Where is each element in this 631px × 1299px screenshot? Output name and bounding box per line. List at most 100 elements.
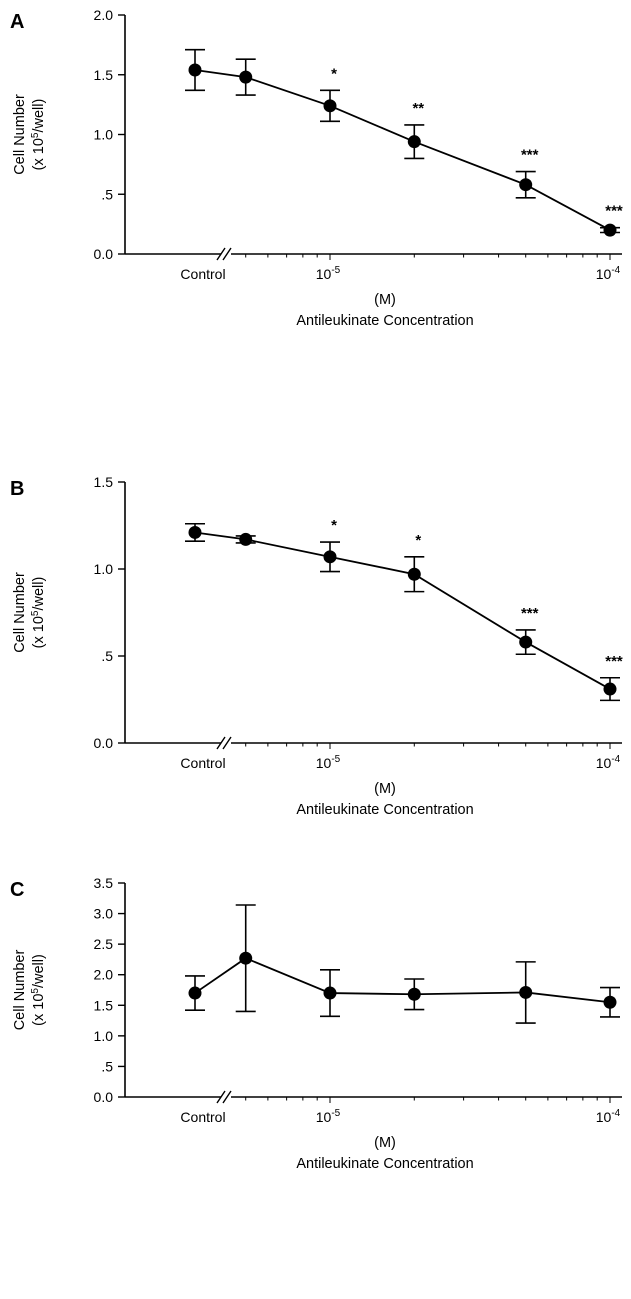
y-axis-label-line1: Cell Number — [12, 94, 28, 175]
significance-label: *** — [605, 203, 623, 220]
data-point — [519, 178, 533, 192]
y-tick-label: 1.0 — [94, 127, 114, 143]
data-point — [603, 995, 617, 1009]
y-tick-label: 0.0 — [94, 246, 114, 262]
x-tick-label: 10-5 — [316, 265, 341, 282]
y-axis-label-line2: (x 105/well) — [30, 99, 47, 171]
data-point — [519, 985, 533, 999]
y-axis-label-line1: Cell Number — [12, 572, 28, 653]
y-axis-label-line2: (x 105/well) — [30, 577, 47, 649]
x-axis-units-label: (M) — [374, 1135, 396, 1151]
series-line — [194, 531, 611, 690]
y-label-exponent: 5 — [30, 610, 41, 616]
y-label-prefix: (x 10 — [31, 994, 47, 1026]
y-tick-label: 1.0 — [94, 1028, 114, 1044]
y-label-suffix: /well) — [31, 954, 47, 988]
x-tick-exponent: -4 — [611, 1108, 620, 1119]
data-point — [407, 567, 421, 581]
y-tick-label: 2.0 — [94, 967, 114, 983]
x-tick-label-control: Control — [180, 266, 225, 282]
significance-label: *** — [605, 653, 623, 670]
x-axis-break-mark — [216, 1090, 226, 1104]
control-point — [188, 63, 202, 77]
significance-label: ** — [412, 100, 424, 117]
y-label-exponent: 5 — [30, 132, 41, 138]
chart-panel-b: B 0.0 .5 1.0 1.5 Cell Number (x 105/well) Contr… — [0, 470, 631, 890]
significance-label: * — [415, 532, 421, 549]
chart-panel-c: C 0.0 .5 1.0 1.5 2.0 2.5 3.0 3.5 Cell Number (x 10… — [0, 870, 631, 1290]
y-tick-label: 0.0 — [94, 735, 114, 751]
y-tick-label: 3.5 — [94, 875, 114, 891]
chart-svg-b: B 0.0 .5 1.0 1.5 Cell Number (x 105/well) Contr… — [10, 474, 623, 818]
x-tick-label-control: Control — [180, 1109, 225, 1125]
y-tick-label: 1.5 — [94, 67, 114, 83]
panel-letter: B — [10, 478, 24, 500]
series-line — [194, 957, 611, 1004]
panel-letter: C — [10, 879, 24, 901]
x-tick-label: 10-4 — [596, 1108, 621, 1125]
y-tick-label: .5 — [101, 186, 113, 202]
x-tick-label: 10-5 — [316, 1108, 341, 1125]
y-axis-label-line1: Cell Number — [12, 950, 28, 1031]
x-axis-break-mark — [216, 247, 226, 261]
control-point — [188, 525, 202, 539]
data-point — [407, 135, 421, 149]
y-tick-label: 3.0 — [94, 906, 114, 922]
x-tick-label: 10-4 — [596, 265, 621, 282]
significance-label: * — [331, 517, 337, 534]
x-axis-break-mark — [216, 736, 226, 750]
y-label-suffix: /well) — [31, 99, 47, 133]
data-point — [323, 550, 337, 564]
x-tick-exponent: -5 — [331, 265, 340, 276]
x-tick-label-control: Control — [180, 755, 225, 771]
x-tick-exponent: -4 — [611, 265, 620, 276]
x-axis-break-mark — [222, 1090, 232, 1104]
significance-label: *** — [521, 605, 539, 622]
y-label-exponent: 5 — [30, 988, 41, 994]
x-tick-base: 10 — [596, 755, 612, 771]
data-point — [603, 223, 617, 237]
panel-letter: A — [10, 11, 24, 33]
series-line — [194, 69, 611, 231]
y-tick-label: 1.5 — [94, 474, 114, 490]
y-tick-label: 0.0 — [94, 1089, 114, 1105]
x-axis-label: Antileukinate Concentration — [296, 802, 473, 818]
chart-panel-a: A 0.0 .5 1.0 1.5 2.0 Cell Number (x 105/well) Co… — [0, 0, 631, 420]
control-point — [188, 986, 202, 1000]
x-axis-units-label: (M) — [374, 292, 396, 308]
x-axis-break-mark — [222, 736, 232, 750]
chart-svg-c: C 0.0 .5 1.0 1.5 2.0 2.5 3.0 3.5 Cell Number (x 10… — [10, 875, 622, 1172]
x-tick-base: 10 — [596, 1109, 612, 1125]
data-point — [323, 986, 337, 1000]
y-label-prefix: (x 10 — [31, 616, 47, 648]
x-tick-exponent: -5 — [331, 754, 340, 765]
x-axis-label: Antileukinate Concentration — [296, 1156, 473, 1172]
y-tick-label: .5 — [101, 1058, 113, 1074]
y-tick-label: 2.5 — [94, 936, 114, 952]
y-tick-label: 2.0 — [94, 7, 114, 23]
x-axis-units-label: (M) — [374, 781, 396, 797]
chart-svg-a: A 0.0 .5 1.0 1.5 2.0 Cell Number (x 105/well) Co… — [10, 7, 623, 329]
data-point — [239, 951, 253, 965]
y-axis-label-line2: (x 105/well) — [30, 954, 47, 1026]
x-tick-base: 10 — [316, 755, 332, 771]
data-point — [239, 70, 253, 84]
data-point — [239, 532, 253, 546]
x-tick-exponent: -5 — [331, 1108, 340, 1119]
y-tick-label: .5 — [101, 648, 113, 664]
x-tick-base: 10 — [316, 266, 332, 282]
x-axis-break-mark — [222, 247, 232, 261]
data-point — [323, 99, 337, 113]
significance-label: *** — [521, 147, 539, 164]
significance-label: * — [331, 65, 337, 82]
x-tick-label: 10-4 — [596, 754, 621, 771]
x-axis-label: Antileukinate Concentration — [296, 313, 473, 329]
y-tick-label: 1.0 — [94, 561, 114, 577]
x-tick-base: 10 — [316, 1109, 332, 1125]
y-tick-label: 1.5 — [94, 997, 114, 1013]
x-tick-exponent: -4 — [611, 754, 620, 765]
data-point — [519, 635, 533, 649]
y-label-prefix: (x 10 — [31, 138, 47, 170]
x-tick-label: 10-5 — [316, 754, 341, 771]
data-point — [407, 987, 421, 1001]
